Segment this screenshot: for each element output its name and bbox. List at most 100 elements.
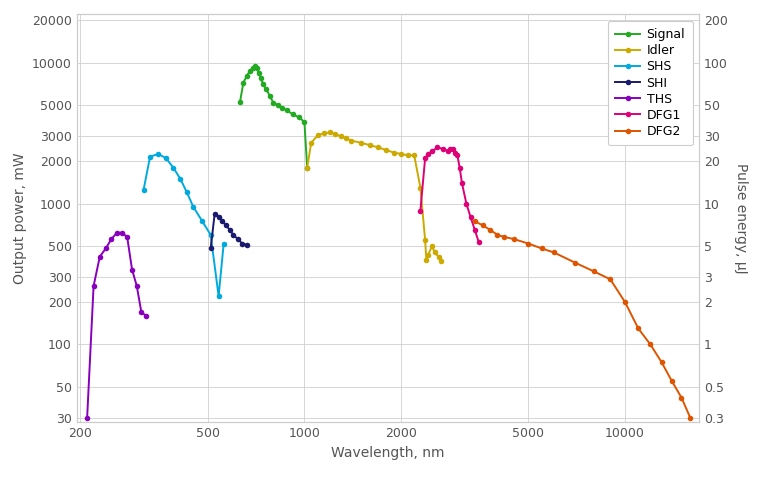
DFG1: [445, 146, 455, 152]
Idler: [423, 252, 432, 258]
SHS: [169, 165, 178, 170]
THS: [137, 309, 146, 315]
DFG1: [421, 156, 430, 161]
SHS: [219, 240, 228, 246]
Signal: [252, 65, 261, 71]
Idler: [434, 254, 443, 260]
Signal: [248, 65, 257, 71]
SHS: [197, 218, 207, 224]
DFG2: [524, 240, 533, 246]
Idler: [303, 165, 312, 170]
Line: Signal: Signal: [237, 63, 310, 170]
DFG2: [509, 236, 518, 242]
DFG2: [549, 250, 558, 255]
DFG2: [621, 299, 630, 305]
THS: [132, 283, 141, 289]
DFG2: [493, 232, 502, 238]
SHS: [189, 204, 198, 210]
Idler: [306, 140, 316, 145]
Line: THS: THS: [84, 230, 148, 421]
Idler: [331, 132, 340, 137]
Idler: [325, 130, 334, 135]
SHI: [242, 242, 251, 248]
DFG1: [448, 146, 457, 152]
THS: [95, 254, 104, 260]
SHI: [218, 218, 227, 224]
DFG1: [438, 146, 447, 152]
THS: [118, 230, 127, 236]
Signal: [273, 102, 282, 108]
SHI: [237, 240, 247, 246]
DFG2: [571, 260, 580, 265]
DFG2: [677, 395, 686, 400]
SHI: [221, 223, 230, 228]
DFG2: [478, 223, 488, 228]
Signal: [245, 68, 254, 74]
Legend: Signal, Idler, SHS, SHI, THS, DFG1, DFG2: Signal, Idler, SHS, SHI, THS, DFG1, DFG2: [607, 21, 693, 145]
Signal: [254, 70, 263, 75]
DFG2: [537, 246, 546, 252]
Idler: [396, 151, 406, 157]
Idler: [313, 132, 323, 138]
Signal: [269, 100, 278, 106]
DFG1: [423, 151, 432, 157]
Idler: [346, 138, 356, 144]
Idler: [422, 257, 431, 263]
Line: Idler: Idler: [304, 130, 443, 264]
Signal: [294, 114, 303, 120]
Signal: [277, 105, 286, 110]
DFG2: [606, 276, 615, 282]
THS: [107, 236, 116, 242]
Signal: [259, 82, 268, 87]
Idler: [319, 131, 329, 136]
Idler: [421, 237, 430, 243]
Signal: [262, 86, 271, 92]
SHS: [154, 151, 163, 157]
Y-axis label: Output power, mW: Output power, mW: [12, 153, 27, 284]
Signal: [282, 108, 291, 113]
THS: [112, 230, 121, 236]
DFG2: [485, 227, 495, 233]
DFG1: [457, 180, 466, 186]
Idler: [427, 243, 436, 249]
DFG2: [646, 342, 655, 348]
X-axis label: Wavelength, nm: Wavelength, nm: [331, 446, 445, 460]
DFG1: [474, 240, 483, 245]
DFG2: [589, 268, 598, 274]
Signal: [303, 165, 312, 170]
DFG1: [466, 215, 475, 220]
SHS: [139, 187, 148, 193]
DFG1: [450, 150, 459, 156]
SHS: [206, 232, 215, 238]
Idler: [430, 250, 439, 255]
SHI: [210, 211, 220, 216]
Signal: [256, 75, 265, 81]
DFG2: [667, 378, 677, 384]
SHS: [161, 156, 170, 161]
Idler: [409, 153, 419, 158]
DFG2: [470, 218, 479, 224]
SHI: [214, 215, 223, 220]
SHS: [176, 176, 185, 181]
Idler: [366, 142, 375, 148]
SHS: [145, 154, 154, 160]
SHS: [214, 293, 223, 299]
Y-axis label: Pulse energy, μJ: Pulse energy, μJ: [734, 163, 749, 274]
Signal: [300, 119, 309, 125]
SHI: [233, 236, 243, 242]
Signal: [288, 111, 297, 117]
DFG2: [686, 415, 695, 421]
Idler: [415, 185, 425, 191]
Idler: [436, 258, 445, 264]
DFG1: [453, 153, 462, 158]
Line: SHS: SHS: [141, 151, 227, 299]
THS: [101, 246, 111, 252]
Signal: [242, 73, 251, 79]
DFG2: [657, 359, 666, 365]
Line: DFG2: DFG2: [472, 218, 694, 421]
THS: [141, 313, 151, 319]
THS: [82, 415, 91, 421]
Idler: [403, 153, 412, 158]
DFG1: [427, 148, 436, 154]
Signal: [239, 80, 248, 85]
